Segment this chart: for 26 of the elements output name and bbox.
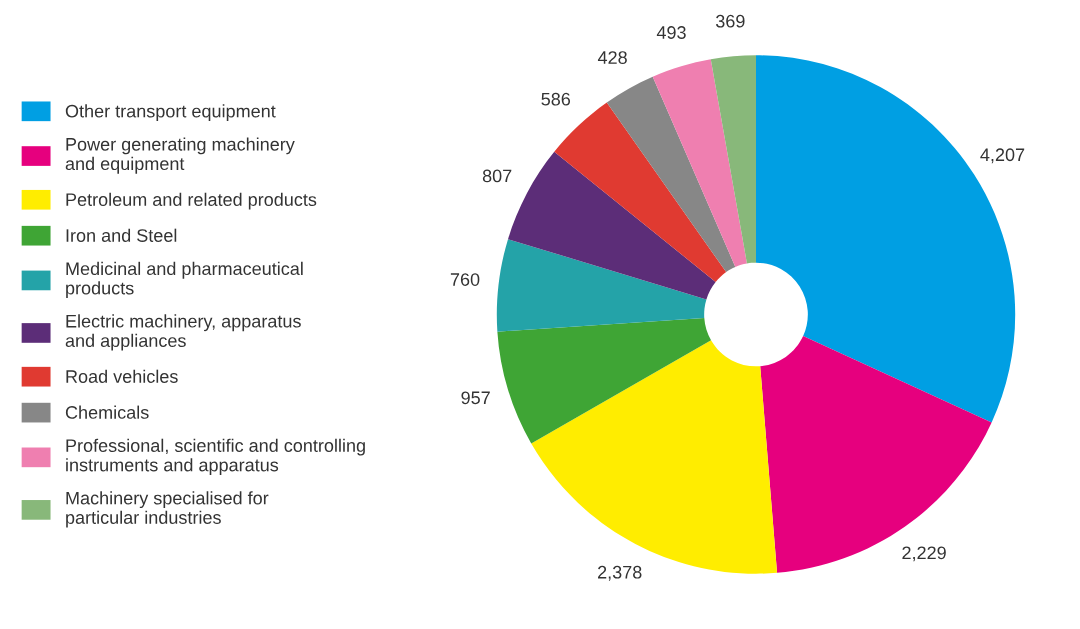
legend-label: Chemicals <box>65 405 149 419</box>
donut-slice <box>652 59 747 267</box>
legend-label: Other transport equipment <box>65 104 276 122</box>
donut-slice <box>710 55 756 264</box>
data-label: 586 <box>541 92 571 106</box>
data-label: 2,378 <box>598 565 642 581</box>
legend-label: Iron and Steel <box>66 228 177 242</box>
data-label: 807 <box>482 169 512 183</box>
legend-label: Electric machinery, apparatus and appliances <box>65 314 301 351</box>
donut-slice <box>760 336 992 573</box>
data-label: 369 <box>715 14 745 28</box>
legend-label: Road vehicles <box>66 369 178 383</box>
legend-label: Power generating machinery and equipment <box>65 137 295 174</box>
data-label: 2,229 <box>902 546 946 562</box>
legend-label: Medicinal and pharmaceutical products <box>66 261 303 299</box>
legend-label: Machinery specialised for particular industries <box>66 491 269 528</box>
donut-slice <box>497 317 712 444</box>
donut-slice <box>606 76 736 273</box>
data-label: 493 <box>656 26 686 39</box>
data-label: 957 <box>461 391 490 405</box>
legend-label: Professional, scientific and controlling instruments and apparatus <box>66 438 365 475</box>
donut-slice <box>496 239 707 332</box>
data-label: 4,207 <box>980 148 1025 164</box>
data-label: 428 <box>597 51 627 64</box>
legend-label: Petroleum and related products <box>66 192 317 210</box>
data-label: 760 <box>450 273 480 286</box>
